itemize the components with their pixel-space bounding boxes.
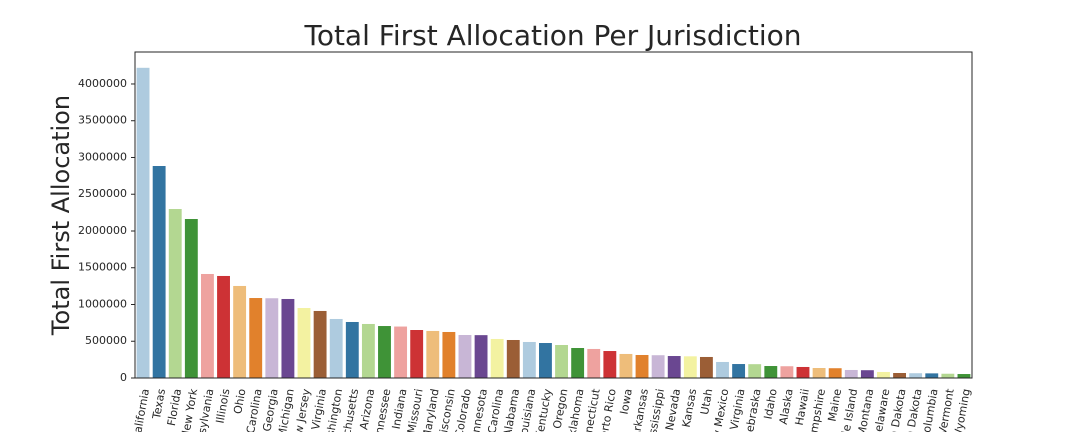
x-tick-label: Utah bbox=[698, 388, 715, 416]
bar bbox=[410, 330, 424, 378]
bar bbox=[877, 371, 890, 378]
plot-frame bbox=[134, 51, 973, 379]
bar bbox=[249, 298, 263, 378]
bar bbox=[780, 366, 794, 378]
y-tick-label: 3500000 bbox=[78, 114, 127, 127]
bar bbox=[136, 67, 150, 378]
bar bbox=[909, 373, 923, 378]
bar bbox=[168, 209, 182, 378]
bar bbox=[764, 366, 778, 378]
y-tick-label: 500000 bbox=[85, 334, 127, 347]
bar bbox=[603, 351, 617, 378]
y-tick-label: 0 bbox=[120, 371, 127, 384]
bar bbox=[957, 374, 971, 378]
bar bbox=[571, 348, 585, 378]
bar bbox=[474, 335, 488, 378]
bar bbox=[361, 323, 375, 378]
y-tick-label: 2000000 bbox=[78, 224, 127, 237]
bar bbox=[378, 326, 391, 378]
x-tick-label: Alaska bbox=[777, 388, 796, 426]
bar bbox=[313, 310, 327, 378]
y-axis-label: Total First Allocation bbox=[47, 95, 75, 336]
bar bbox=[699, 356, 713, 378]
x-tick-label: Hawaii bbox=[793, 388, 812, 427]
bar bbox=[506, 339, 520, 378]
y-tick-label: 1500000 bbox=[78, 261, 127, 274]
bar bbox=[716, 361, 729, 378]
bar bbox=[732, 364, 746, 378]
bar bbox=[265, 298, 279, 378]
bar bbox=[844, 369, 858, 378]
bar bbox=[893, 373, 907, 378]
x-tick-label: Illinois bbox=[214, 388, 233, 425]
bar bbox=[925, 373, 939, 378]
bar bbox=[651, 355, 665, 378]
bar bbox=[539, 343, 552, 378]
bar bbox=[442, 331, 456, 378]
x-tick-label: California bbox=[130, 388, 152, 432]
bar bbox=[458, 334, 472, 378]
bar bbox=[748, 364, 762, 378]
x-tick-label: Ohio bbox=[231, 388, 248, 416]
bar bbox=[329, 318, 343, 378]
bar bbox=[587, 348, 601, 378]
bar bbox=[217, 275, 230, 378]
x-tick-label: Idaho bbox=[762, 388, 780, 421]
bar bbox=[522, 341, 536, 378]
bar bbox=[152, 166, 166, 378]
bar bbox=[828, 368, 842, 378]
bar bbox=[297, 308, 311, 378]
bar bbox=[184, 219, 198, 378]
bar bbox=[667, 356, 681, 378]
bar bbox=[281, 298, 295, 378]
bar bbox=[683, 356, 697, 378]
bar bbox=[941, 373, 955, 378]
y-tick-label: 4000000 bbox=[78, 77, 127, 90]
x-tick-label: Texas bbox=[150, 388, 168, 421]
bar bbox=[345, 321, 359, 378]
bar bbox=[635, 354, 649, 378]
bar bbox=[200, 273, 214, 378]
y-tick-label: 1000000 bbox=[78, 297, 127, 310]
y-tick-label: 3000000 bbox=[78, 150, 127, 163]
x-tick-label: Florida bbox=[165, 388, 184, 427]
chart-title: Total First Allocation Per Jurisdiction bbox=[303, 19, 801, 52]
bar bbox=[555, 344, 568, 378]
y-tick-label: 2500000 bbox=[78, 187, 127, 200]
bar bbox=[426, 330, 440, 378]
x-tick-label: Kansas bbox=[680, 388, 700, 429]
bar bbox=[233, 285, 247, 378]
bar bbox=[796, 366, 810, 378]
bar bbox=[394, 326, 408, 378]
x-tick-label: Maine bbox=[826, 388, 845, 423]
bar bbox=[619, 353, 633, 378]
bar bbox=[860, 370, 874, 378]
bar bbox=[490, 338, 504, 378]
x-tick-label: Iowa bbox=[618, 388, 635, 416]
bar bbox=[812, 368, 826, 378]
